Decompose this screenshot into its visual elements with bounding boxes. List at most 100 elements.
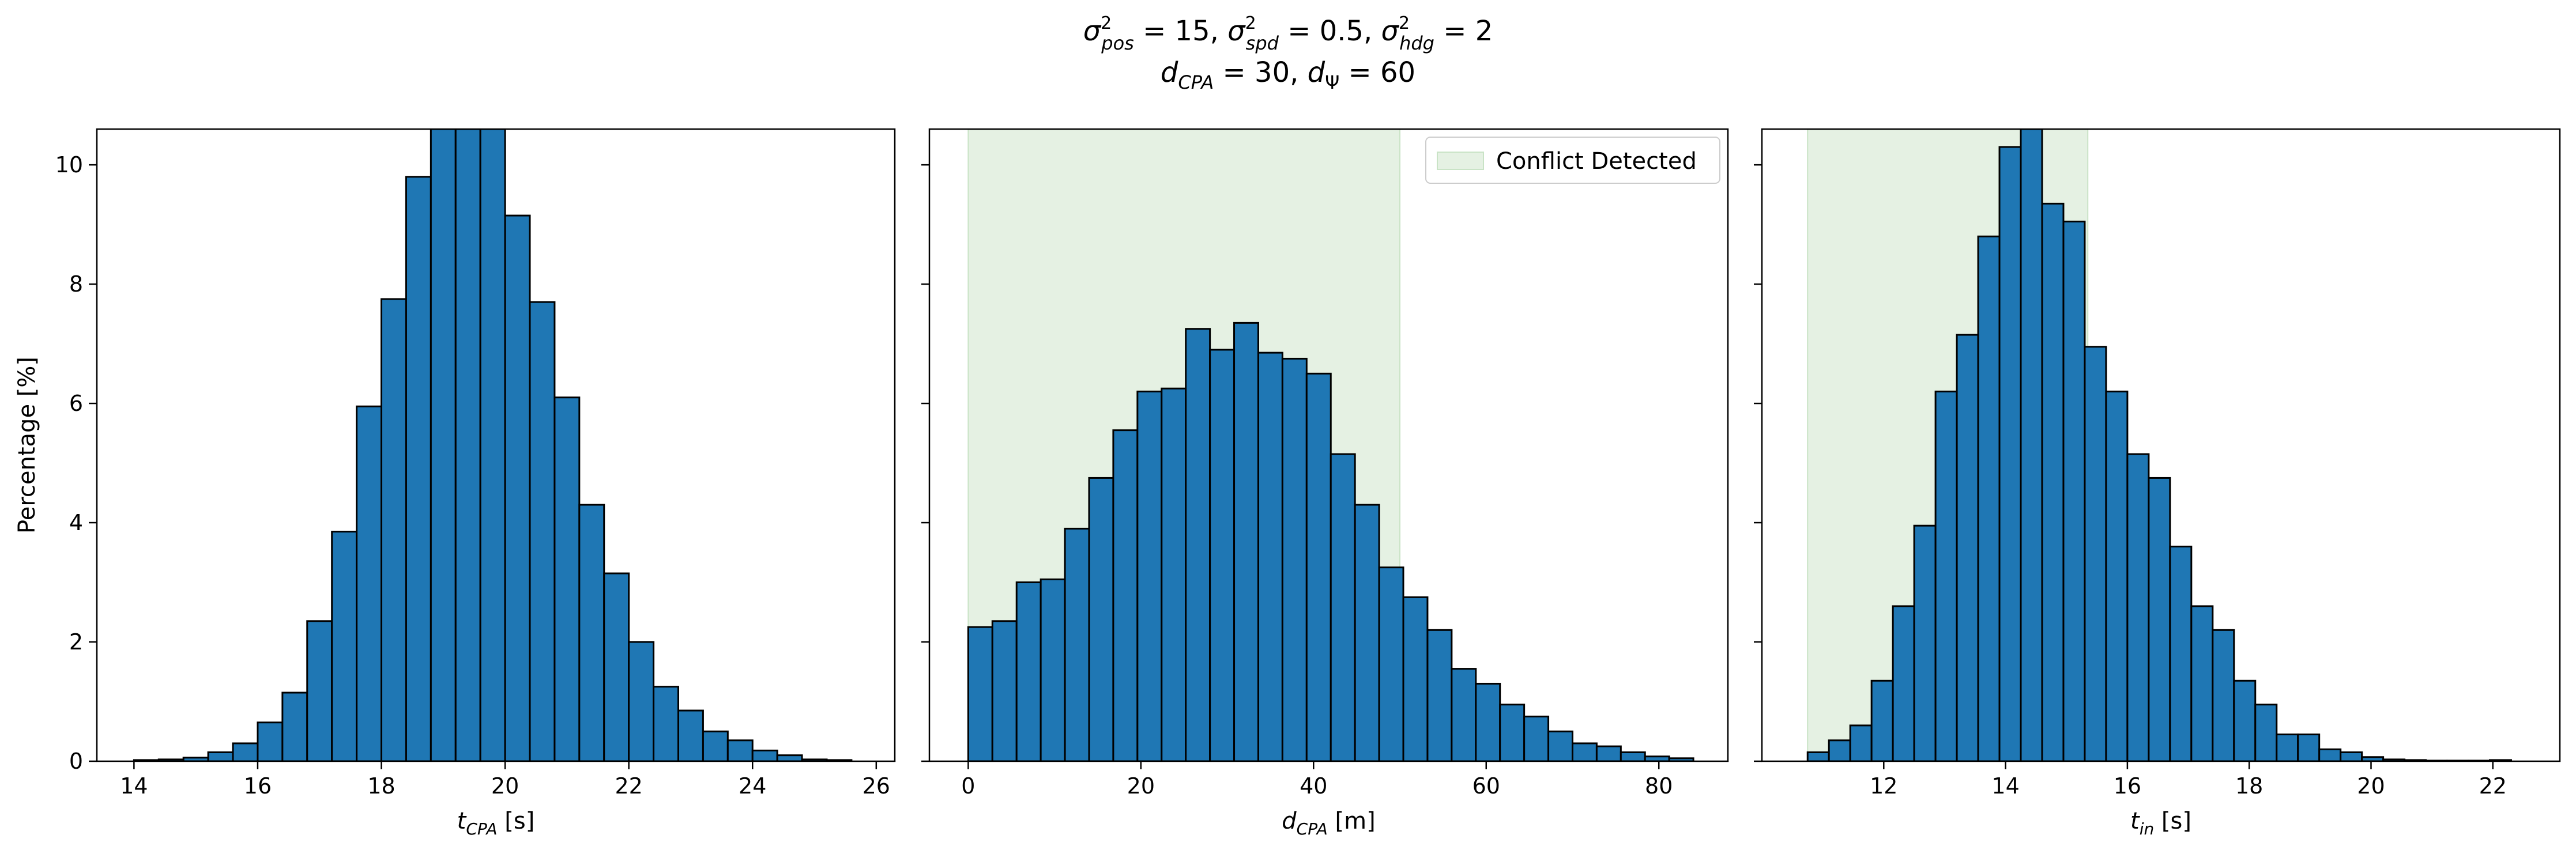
x-tick-label: 40 [1300, 773, 1327, 799]
figure-title: σ2 pos = 15, σ2 spd = 0.5, σ2 hdg = 2 dCPA … [1083, 13, 1493, 93]
bar [628, 641, 655, 761]
bar [2084, 346, 2107, 761]
bar [603, 572, 630, 761]
bar [653, 686, 679, 761]
x-axis-label-tcpa: tCPA [s] [457, 808, 535, 838]
bar [1620, 751, 1646, 761]
bar [1870, 679, 1894, 761]
bar [1828, 739, 1851, 761]
bar [1064, 527, 1090, 761]
bar [1402, 596, 1429, 761]
bar [1136, 390, 1163, 761]
bar [1934, 390, 1958, 761]
title-line-1: σ2 pos = 15, σ2 spd = 0.5, σ2 hdg = 2 [1083, 13, 1493, 54]
x-tick-label: 24 [739, 773, 766, 799]
bar [1185, 328, 1211, 761]
bars-tcpa [133, 129, 853, 761]
bar [2340, 751, 2363, 761]
x-tick-label: 80 [1645, 773, 1673, 799]
bar [2169, 545, 2193, 761]
bar [1913, 524, 1937, 761]
bar [1015, 581, 1042, 761]
bar [454, 129, 481, 761]
bar [1547, 730, 1573, 761]
x-tick-label: 60 [1472, 773, 1500, 799]
bar [1088, 477, 1114, 761]
y-tick-label: 6 [69, 391, 83, 416]
bar [702, 730, 729, 761]
x-tick-label: 22 [2479, 773, 2507, 799]
y-tick-label: 10 [55, 152, 83, 177]
bar [2148, 477, 2171, 761]
x-tick-label: 0 [961, 773, 975, 799]
bar [967, 626, 993, 761]
legend-label: Conflict Detected [1496, 148, 1697, 175]
bar [2276, 733, 2299, 761]
bar [331, 531, 358, 761]
bars-tin [1806, 129, 2512, 761]
bar [232, 742, 259, 761]
bar [1161, 387, 1187, 761]
bar [1998, 146, 2022, 761]
bar [2126, 453, 2150, 761]
axes-frame-dcpa [928, 128, 1729, 762]
bar [2212, 629, 2235, 761]
bar [1892, 605, 1915, 761]
x-axis-label-tin: tin [s] [2130, 808, 2191, 838]
bar [479, 129, 506, 761]
bar [306, 620, 333, 761]
bar [776, 754, 803, 761]
bar [2254, 704, 2278, 761]
x-tick-label: 14 [120, 773, 148, 799]
x-tick-label: 18 [367, 773, 395, 799]
bar [504, 214, 531, 761]
x-tick-label: 16 [244, 773, 272, 799]
bar [2020, 129, 2043, 761]
bar [1475, 682, 1501, 761]
bar [1330, 453, 1356, 761]
bar [257, 721, 284, 761]
title-line-2: dCPA = 30, dΨ = 60 [1161, 56, 1415, 93]
bar [1426, 629, 1453, 761]
bar [2297, 733, 2321, 761]
panel-dcpa: 0 20 40 60 80 dCPA [m] Conflict Detected [921, 128, 1729, 838]
bar [1281, 357, 1308, 761]
bar [1595, 745, 1622, 761]
x-tick-label: 12 [1870, 773, 1897, 799]
bar [1040, 578, 1066, 761]
axes-frame-tin [1761, 128, 2561, 762]
bar [1209, 349, 1236, 761]
bar [405, 176, 432, 761]
x-tick-label: 20 [491, 773, 519, 799]
bar [2190, 605, 2214, 761]
bar [1523, 715, 1550, 761]
bar [1233, 322, 1259, 761]
bar [1378, 566, 1404, 761]
x-axis-label-dcpa: dCPA [m] [1282, 808, 1375, 838]
bar [1257, 352, 1283, 761]
x-tick-label: 20 [2357, 773, 2385, 799]
bar [281, 691, 308, 761]
legend-box [1425, 137, 1720, 184]
bar [356, 405, 383, 761]
bar [1849, 724, 1873, 761]
x-tick-label: 14 [1991, 773, 2019, 799]
bar [430, 129, 457, 761]
bar [1806, 751, 1830, 761]
y-tick-label: 8 [69, 271, 83, 297]
bar [578, 504, 605, 761]
axes-frame-tcpa [96, 128, 896, 762]
bar [553, 396, 581, 761]
x-tick-label: 16 [2114, 773, 2141, 799]
x-tick-label: 26 [863, 773, 890, 799]
bar [1499, 704, 1526, 761]
bar [207, 751, 234, 761]
bar [1305, 372, 1332, 761]
bar [726, 739, 754, 761]
bar [1956, 334, 1979, 761]
bar [1354, 504, 1380, 761]
bar [991, 620, 1018, 761]
x-tick-label: 20 [1127, 773, 1155, 799]
